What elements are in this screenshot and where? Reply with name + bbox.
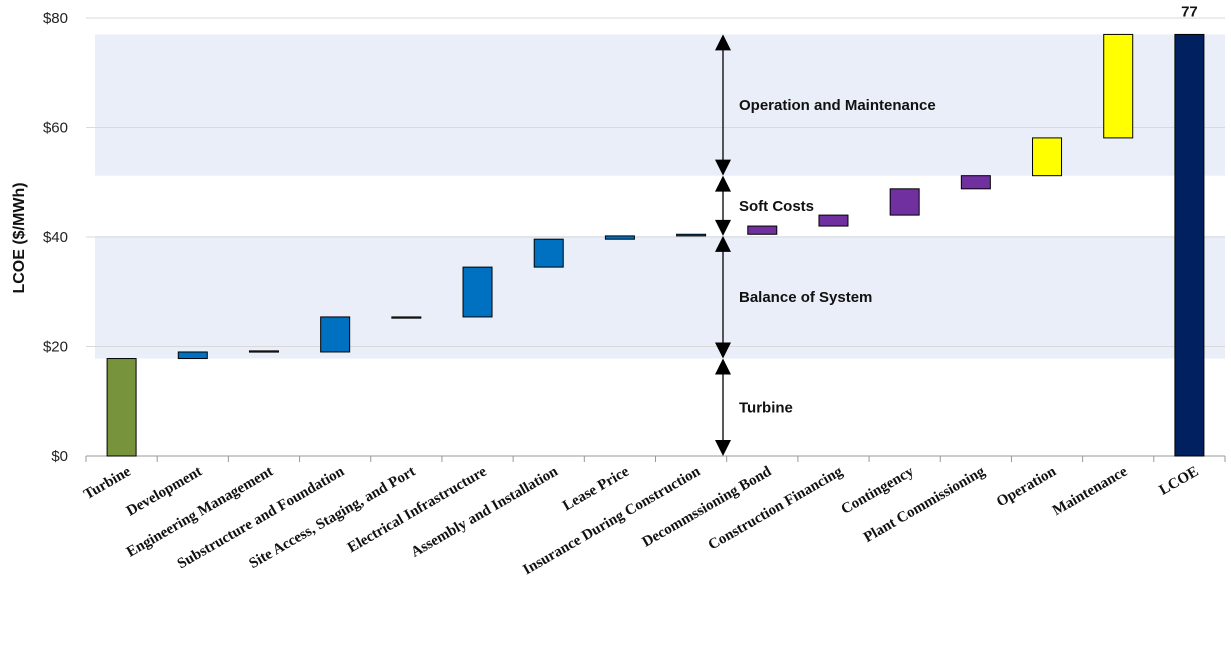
y-tick-label: $80 [43,10,68,27]
bar-14 [1103,33,1134,139]
segment-0: Turbine [715,358,793,456]
segment-bands [95,34,1225,359]
segment-annotations: Turbine Balance of System Soft Costs Operat… [715,34,936,456]
segment-2: Soft Costs [715,175,814,236]
y-tick-label: $0 [51,448,68,465]
band-0 [95,235,1225,359]
y-tick-label: $40 [43,229,68,246]
x-tick-label: Operation [994,463,1060,510]
y-axis-label: LCOE ($/MWh) [11,182,28,293]
y-tick-label: $60 [43,120,68,137]
segment-label: Operation and Maintenance [739,97,936,114]
bar-5 [462,266,493,318]
y-tick-label: $20 [43,339,68,356]
bar-13 [1032,137,1063,177]
bar-12 [960,175,991,190]
x-tick-label: Turbine [81,463,134,503]
x-tick-label: Decommssioning Bond [640,463,775,550]
x-tick-label: Plant Commissioning [861,463,988,546]
arrowhead-down [715,219,731,236]
y-axis: $0 $20 $40 $60 $80 [43,10,68,465]
arrowhead-up [715,175,731,192]
bar-2 [248,350,279,353]
bar-6 [533,238,564,268]
arrowhead-down [715,342,731,359]
bar-3 [320,316,351,353]
arrowhead-up [715,34,731,51]
bar-10 [818,214,849,227]
segment-label: Turbine [739,399,793,416]
data-label-total: 77 [1181,3,1198,20]
segment-label: Balance of System [739,289,872,306]
bar-4 [391,316,422,319]
x-tick-label: LCOE [1157,464,1202,499]
arrowhead-down [715,440,731,456]
arrowhead-down [715,159,731,176]
bar-11 [889,188,920,216]
y-gridlines [86,17,1225,347]
bar-1 [177,351,208,360]
waterfall-bars: 77 [106,3,1205,457]
bar-8 [676,233,707,237]
bar-15 [1174,33,1205,457]
bar-9 [747,225,778,235]
segment-label: Soft Costs [739,198,814,215]
x-tick-label: Maintenance [1050,463,1130,519]
segment-3: Operation and Maintenance [715,34,936,176]
segment-1: Balance of System [715,235,872,359]
bar-0 [106,358,137,457]
bar-7 [604,235,635,240]
x-tick-label: Construction Financing [706,463,846,553]
arrowhead-up [715,235,731,252]
arrowhead-up [715,358,731,375]
